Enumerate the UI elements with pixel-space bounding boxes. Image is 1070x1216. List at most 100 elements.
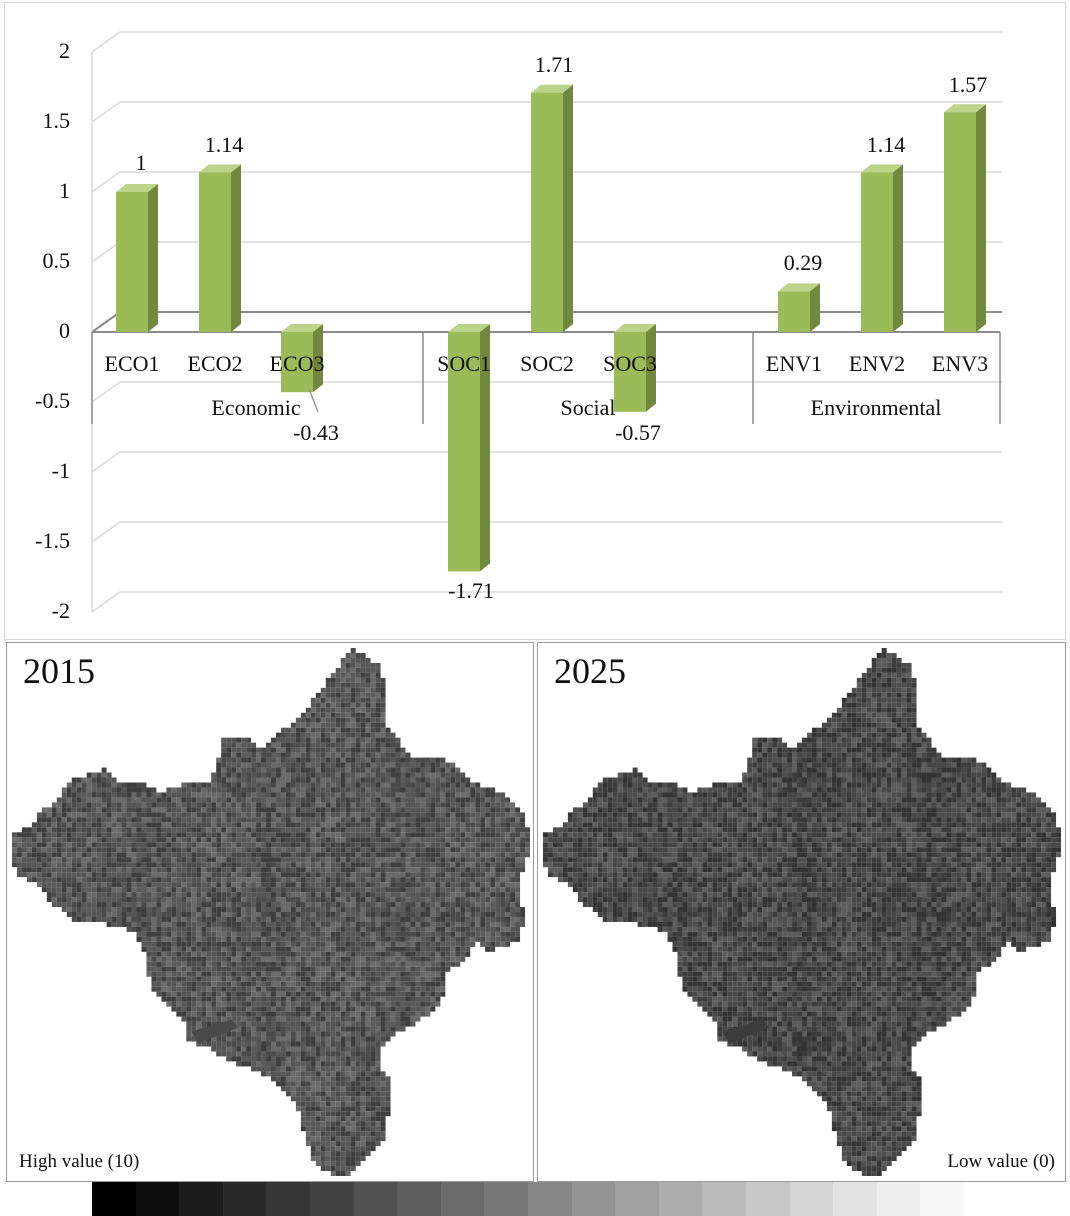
bar-side	[646, 324, 656, 412]
data-label: 1.14	[205, 132, 244, 157]
y-tick-label: -1.5	[35, 528, 70, 553]
legend-swatch	[440, 1182, 485, 1216]
legend-swatch	[789, 1182, 834, 1216]
gridline	[91, 521, 1002, 543]
bar-top	[531, 84, 573, 93]
bar-side	[563, 84, 573, 332]
gridline	[91, 31, 1002, 53]
bar-top	[199, 164, 241, 173]
legend-swatch	[135, 1182, 180, 1216]
legend-swatch	[309, 1182, 354, 1216]
bar-chart: 2 1.5 1 0.5 0 -0.5 -1 -1.5 -2 Economic Social Envir…	[35, 31, 1002, 623]
leader-line	[308, 388, 319, 413]
bar-top	[614, 324, 656, 332]
data-label: 0.29	[784, 250, 823, 275]
gridline	[91, 171, 1002, 193]
bar-SOC3	[614, 324, 656, 412]
bar-front	[199, 172, 231, 332]
data-label: -0.43	[293, 420, 339, 445]
y-tick-label: 0.5	[43, 248, 71, 273]
group-label: Social	[561, 395, 616, 420]
bar-ECO2	[199, 164, 241, 332]
bar-SOC2	[531, 84, 573, 332]
bar-ECO3	[281, 324, 323, 393]
raster-map-2025	[542, 648, 1062, 1176]
bar-side	[976, 104, 986, 332]
data-label: 1.57	[949, 72, 988, 97]
bar-side	[810, 283, 820, 332]
category-label: ECO2	[188, 351, 243, 376]
y-tick-label: 1	[59, 178, 70, 203]
bar-side	[893, 164, 903, 332]
legend-swatch	[571, 1182, 616, 1216]
category-label: ENV3	[932, 351, 988, 376]
y-tick-label: 0	[59, 318, 70, 343]
y-tick-label: -0.5	[35, 388, 70, 413]
legend-swatch	[745, 1182, 790, 1216]
bar-top	[448, 324, 490, 332]
group-label: Environmental	[811, 395, 942, 420]
data-label: 1.14	[867, 132, 906, 157]
legend-swatch	[833, 1182, 877, 1216]
bar-top	[116, 184, 158, 192]
category-label: ENV1	[766, 351, 822, 376]
category-label: ENV2	[849, 351, 905, 376]
legend-swatch	[353, 1182, 398, 1216]
legend-swatch	[484, 1182, 528, 1216]
raster-map-2015	[11, 648, 531, 1176]
legend-swatch	[527, 1182, 572, 1216]
y-tick-label: 2	[59, 38, 70, 63]
grayscale-legend-ramp	[92, 1182, 964, 1216]
bar-front	[614, 332, 646, 412]
y-tick-label: -1	[52, 458, 70, 483]
data-label: -0.57	[615, 420, 661, 445]
map-year-label: 2025	[554, 651, 626, 691]
legend-swatch	[397, 1182, 441, 1216]
bar-side	[313, 324, 323, 393]
group-label: Economic	[211, 395, 300, 420]
category-label: SOC2	[520, 351, 574, 376]
bar-top	[281, 324, 323, 332]
category-label: ECO1	[105, 351, 160, 376]
bar-side	[148, 184, 158, 332]
legend-swatch	[92, 1182, 136, 1216]
bar-top	[861, 164, 903, 173]
legend-swatch	[266, 1182, 310, 1216]
bar-side	[231, 164, 241, 332]
map-islet	[722, 1019, 770, 1044]
map-panel-2015: 2015 High value (10)	[6, 642, 534, 1182]
map-islet	[191, 1019, 239, 1044]
bar-front	[531, 92, 563, 332]
data-label: -1.71	[448, 578, 494, 603]
bar-ENV2	[861, 164, 903, 332]
legend-swatch	[702, 1182, 746, 1216]
bar-top	[778, 283, 820, 292]
low-value-label: Low value (0)	[947, 1151, 1055, 1172]
bar-side	[480, 324, 490, 572]
legend-swatch	[222, 1182, 267, 1216]
legend-swatch	[658, 1182, 703, 1216]
bar-SOC1	[448, 324, 490, 572]
y-tick-label: -2	[52, 598, 70, 623]
legend-swatch	[615, 1182, 659, 1216]
bar-ECO1	[116, 184, 158, 332]
map-cells	[11, 648, 531, 1176]
data-label: 1	[136, 150, 147, 175]
category-label: SOC3	[603, 351, 657, 376]
bar-top	[944, 104, 986, 113]
category-label: SOC1	[437, 351, 491, 376]
bar-front	[778, 291, 810, 332]
gridline	[91, 101, 1002, 123]
legend-swatch	[179, 1182, 223, 1216]
bar-front	[944, 112, 976, 332]
legend-swatch	[876, 1182, 921, 1216]
gridline	[91, 381, 1002, 403]
bar-front	[448, 332, 480, 572]
map-panel-2025: 2025 Low value (0)	[537, 642, 1066, 1182]
legend-swatch	[920, 1182, 964, 1216]
gridline	[91, 591, 1002, 613]
bar-ENV3	[944, 104, 986, 332]
map-cells	[542, 648, 1062, 1176]
category-label: ECO3	[270, 351, 325, 376]
gridline	[91, 451, 1002, 473]
